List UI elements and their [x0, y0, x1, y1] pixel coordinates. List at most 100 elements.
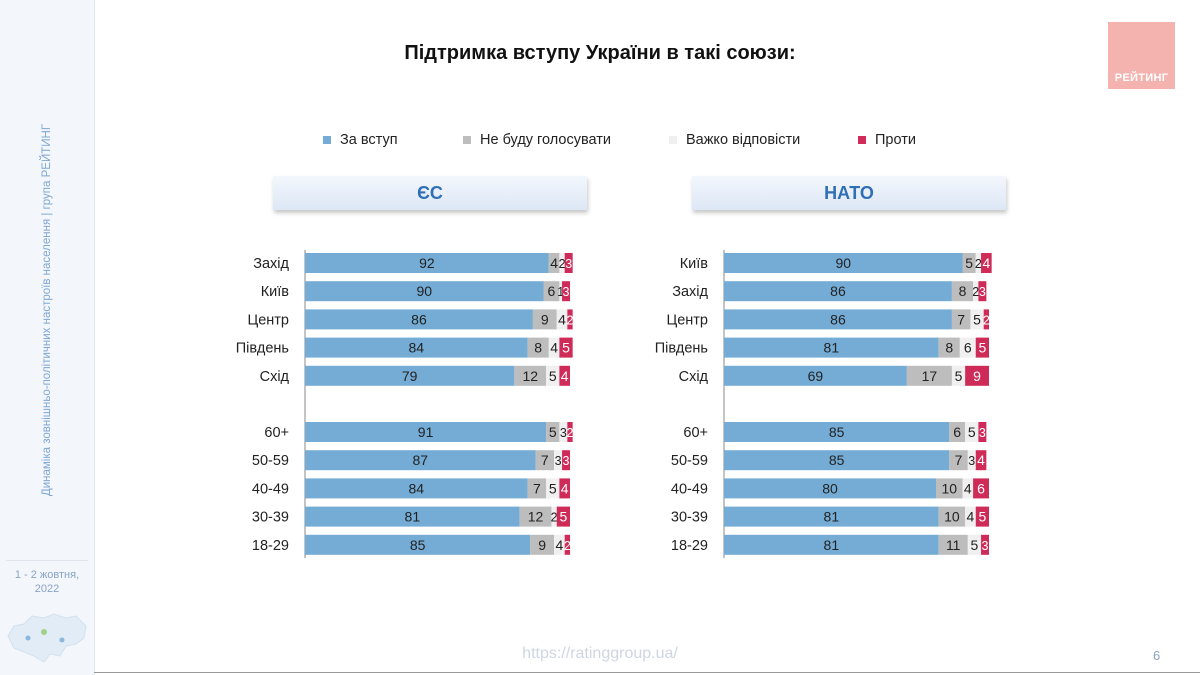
bar-segment-against: [564, 253, 573, 273]
data-label-against: 5: [562, 340, 570, 356]
bar-segment-against: [981, 534, 989, 555]
bar-segment-hard-to-say: [959, 337, 976, 358]
category-label: 18-29: [252, 538, 289, 554]
data-label-against: 4: [977, 452, 985, 468]
bar-segment-for: [305, 281, 544, 302]
bar-segment-against: [562, 450, 570, 471]
bar-segment-wont-vote: [532, 309, 557, 330]
data-label-against: 6: [977, 480, 985, 496]
data-label-against: 3: [563, 454, 570, 468]
bar-segment-hard-to-say: [965, 506, 976, 527]
data-label-for: 84: [409, 480, 425, 496]
rating-logo: РЕЙТИНГ: [1108, 22, 1175, 89]
bar-segment-hard-to-say: [548, 337, 560, 358]
data-label-for: 91: [418, 424, 434, 440]
category-label: 50-59: [252, 453, 289, 469]
category-label: 60+: [683, 425, 708, 441]
category-label: 50-59: [671, 453, 708, 469]
data-label-against: 5: [559, 509, 567, 525]
data-label-against: 3: [979, 426, 986, 440]
data-label-hard-to-say: 2: [975, 257, 982, 271]
bar-segment-against: [981, 253, 992, 273]
data-label-for: 84: [409, 340, 425, 356]
category-label: Захід: [672, 284, 708, 300]
legend: За вступ Не буду голосувати Важко відпов…: [0, 132, 1200, 152]
data-label-against: 2: [983, 313, 990, 327]
data-label-hard-to-say: 3: [555, 454, 562, 468]
bar-segment-for: [724, 506, 939, 527]
category-label: 30-39: [671, 510, 708, 526]
data-label-hard-to-say: 2: [559, 257, 566, 271]
category-label: Схід: [260, 369, 290, 385]
data-label-for: 79: [402, 368, 418, 384]
bar-segment-wont-vote: [951, 309, 971, 330]
data-label-for: 86: [411, 311, 427, 327]
bar-segment-for: [305, 309, 533, 330]
data-label-against: 2: [567, 426, 574, 440]
data-label-wont-vote: 6: [548, 283, 556, 299]
data-label-against: 3: [982, 539, 989, 553]
data-label-hard-to-say: 5: [549, 480, 557, 496]
bar-segment-wont-vote: [535, 450, 555, 471]
data-label-wont-vote: 7: [955, 452, 963, 468]
footer-url[interactable]: https://ratinggroup.ua/: [522, 645, 678, 662]
bar-segment-wont-vote: [938, 506, 966, 527]
bar-segment-wont-vote: [514, 365, 547, 386]
sidebar: Динаміка зовнішньо-політичних настроїв н…: [0, 0, 95, 675]
bar-segment-hard-to-say: [967, 450, 976, 471]
data-label-wont-vote: 12: [522, 368, 538, 384]
category-label: Центр: [247, 312, 289, 328]
data-label-for: 69: [808, 368, 824, 384]
bar-segment-hard-to-say: [554, 534, 565, 555]
bar-segment-wont-vote: [938, 337, 960, 358]
bar-segment-hard-to-say: [967, 534, 982, 555]
data-label-wont-vote: 7: [541, 452, 549, 468]
bar-segment-for: [305, 422, 547, 442]
bar-segment-against: [975, 506, 989, 527]
category-label: 40-49: [252, 481, 289, 497]
legend-item-hard-to-say: Важко відповісти: [669, 132, 800, 148]
data-label-hard-to-say: 5: [968, 424, 976, 440]
bar-segment-for: [305, 506, 520, 527]
category-label: Київ: [680, 256, 709, 272]
bar-segment-wont-vote: [519, 506, 552, 527]
bar-segment-against: [559, 337, 573, 358]
chart-title: Підтримка вступу України в такі союзи:: [404, 42, 796, 64]
data-label-for: 90: [416, 283, 432, 299]
data-label-for: 87: [412, 452, 428, 468]
bar-segment-against: [559, 478, 570, 499]
bar-segment-hard-to-say: [965, 422, 979, 442]
data-label-hard-to-say: 1: [557, 285, 564, 299]
data-label-for: 85: [829, 452, 845, 468]
data-label-wont-vote: 12: [528, 509, 544, 525]
bar-segment-for: [305, 253, 549, 273]
panel-header-nato: НАТО: [692, 176, 1006, 210]
data-label-hard-to-say: 2: [972, 285, 979, 299]
survey-date-days: 1 - 2 жовтня,: [14, 569, 80, 581]
page-number: 6: [1153, 648, 1161, 663]
bar-segment-hard-to-say: [973, 281, 979, 302]
bar-segment-against: [983, 309, 989, 330]
bottom-divider: [94, 672, 1200, 673]
legend-swatch-for: [323, 136, 331, 144]
data-label-against: 4: [982, 255, 990, 271]
data-label-hard-to-say: 4: [556, 537, 564, 553]
legend-label-hard-to-say: Важко відповісти: [686, 132, 801, 148]
data-label-wont-vote: 8: [945, 340, 953, 356]
bar-segment-hard-to-say: [546, 365, 560, 386]
data-label-hard-to-say: 4: [558, 311, 566, 327]
bar-segment-against: [978, 422, 987, 442]
bar-segment-for: [724, 365, 907, 386]
bar-segment-wont-vote: [527, 478, 547, 499]
data-label-wont-vote: 8: [959, 283, 967, 299]
data-label-hard-to-say: 5: [549, 368, 557, 384]
data-label-for: 90: [835, 255, 851, 271]
data-label-wont-vote: 8: [534, 340, 542, 356]
data-label-against: 9: [973, 368, 981, 384]
bar-segment-hard-to-say: [970, 309, 984, 330]
bar-segment-for: [724, 534, 939, 555]
bar-segment-wont-vote: [530, 534, 555, 555]
bar-segment-for: [724, 422, 950, 442]
category-label: 40-49: [671, 481, 708, 497]
